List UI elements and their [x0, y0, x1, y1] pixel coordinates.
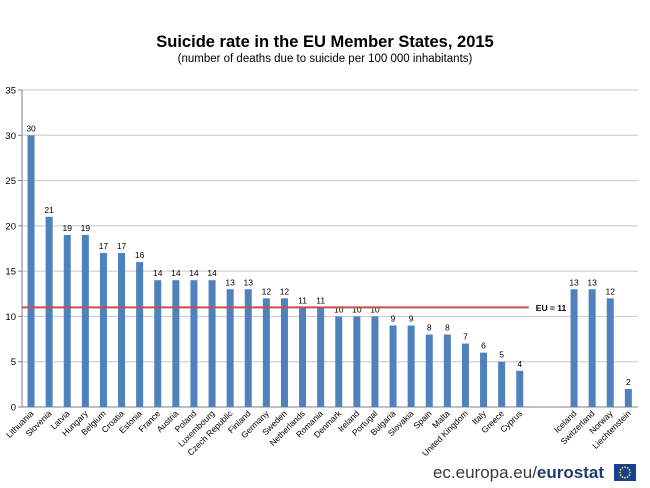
bar	[280, 298, 288, 407]
data-label: 14	[189, 268, 199, 278]
bar	[244, 289, 252, 407]
eu-flag-icon	[614, 464, 636, 481]
y-tick-label: 20	[5, 221, 16, 232]
data-label: 17	[99, 241, 109, 251]
data-label: 10	[352, 304, 362, 314]
data-label: 11	[316, 295, 325, 305]
bar	[606, 298, 614, 407]
data-label: 9	[391, 313, 396, 323]
y-tick-label: 15	[5, 267, 16, 278]
data-label: 11	[298, 295, 307, 305]
bar	[516, 370, 524, 407]
data-label: 10	[334, 304, 344, 314]
bar	[480, 352, 488, 407]
data-label: 13	[244, 277, 254, 287]
data-label: 19	[63, 223, 73, 233]
bar	[570, 289, 578, 407]
data-label: 13	[569, 277, 579, 287]
data-label: 9	[409, 313, 414, 323]
bar	[190, 280, 198, 407]
data-label: 13	[587, 277, 597, 287]
data-label: 2	[626, 377, 631, 387]
bar	[389, 325, 397, 407]
eurostat-footer[interactable]: ec.europa.eu/eurostat	[433, 463, 604, 483]
data-label: 6	[481, 341, 486, 351]
bar	[407, 325, 415, 407]
eu-average-label: EU = 11	[536, 303, 567, 313]
data-label: 8	[427, 323, 432, 333]
bar	[353, 316, 361, 407]
bar	[371, 316, 379, 407]
bar	[45, 216, 53, 407]
data-label: 7	[463, 332, 468, 342]
data-label: 5	[499, 350, 504, 360]
y-tick-label: 0	[11, 403, 16, 414]
bar	[172, 280, 180, 407]
data-label: 19	[81, 223, 91, 233]
bar	[27, 135, 35, 408]
data-label: 14	[207, 268, 217, 278]
footer-brand-text: eurostat	[536, 463, 604, 482]
bar	[226, 289, 234, 407]
bar	[425, 334, 433, 407]
y-tick-label: 30	[5, 131, 16, 142]
bar	[154, 280, 162, 407]
data-label: 16	[135, 250, 145, 260]
bar	[498, 361, 506, 407]
data-label: 8	[445, 323, 450, 333]
bar	[588, 289, 596, 407]
data-label: 12	[262, 286, 272, 296]
bar	[63, 234, 71, 407]
data-label: 12	[606, 286, 616, 296]
bar	[335, 316, 343, 407]
bar	[461, 343, 469, 407]
data-label: 10	[370, 304, 380, 314]
data-label: 30	[26, 123, 36, 133]
data-label: 17	[117, 241, 127, 251]
data-label: 14	[153, 268, 163, 278]
data-label: 12	[280, 286, 290, 296]
bar	[317, 307, 325, 407]
y-tick-label: 10	[5, 312, 16, 323]
x-tick-label: Spain	[411, 408, 434, 431]
bar	[443, 334, 451, 407]
footer-site-text: ec.europa.eu/	[432, 463, 537, 482]
bar	[99, 253, 107, 407]
bar	[262, 298, 270, 407]
chart-title: Suicide rate in the EU Member States, 20…	[156, 33, 494, 51]
data-label: 13	[225, 277, 235, 287]
bar	[624, 388, 632, 407]
y-tick-label: 25	[5, 176, 16, 187]
bar	[81, 234, 89, 407]
bar	[118, 253, 126, 407]
data-label: 21	[44, 205, 54, 215]
y-tick-label: 5	[11, 357, 16, 368]
bar	[208, 280, 216, 407]
chart-subtitle: (number of deaths due to suicide per 100…	[177, 53, 473, 65]
y-tick-label: 35	[5, 86, 16, 97]
data-label: 14	[171, 268, 181, 278]
bar	[299, 307, 307, 407]
bar	[136, 262, 144, 407]
data-label: 4	[517, 359, 522, 369]
